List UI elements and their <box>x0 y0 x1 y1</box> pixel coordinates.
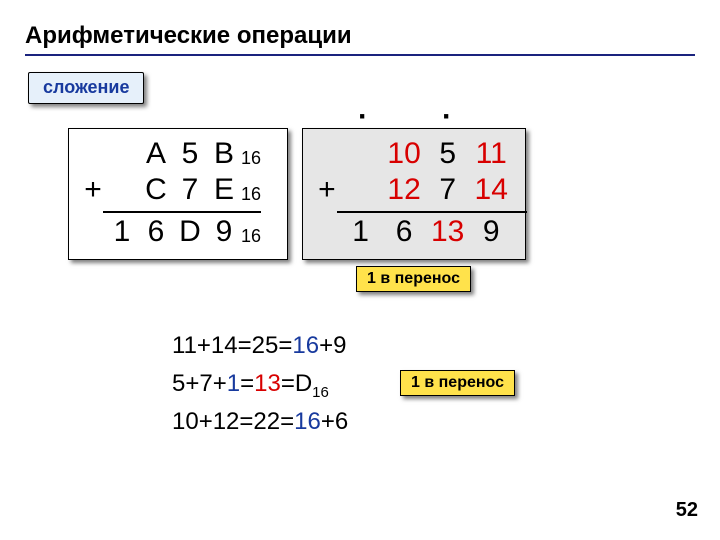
d1: 1 <box>339 215 383 249</box>
d4: B <box>207 137 241 171</box>
d4: 9 <box>469 215 513 249</box>
d2: C <box>139 173 173 207</box>
title-underline <box>25 54 695 56</box>
row-addend2: + 12 7 14 <box>315 173 513 209</box>
d2: A <box>139 137 173 171</box>
chip-addition: сложение <box>28 72 144 104</box>
callout-carry: 1 в перенос <box>400 370 515 396</box>
base: 16 <box>241 226 263 251</box>
carry-dot: · <box>358 100 368 134</box>
page-title: Арифметические операции <box>25 22 352 50</box>
base: 16 <box>241 184 263 209</box>
explain-line: 5+7+1=13=D16 <box>172 370 329 401</box>
row-addend1: A 5 B 16 <box>81 137 275 173</box>
d2: 6 <box>382 215 426 249</box>
d4: E <box>207 173 241 207</box>
row-addend1: 10 5 11 <box>315 137 513 173</box>
panel-hex: A 5 B 16 + C 7 E 16 1 6 D 9 16 <box>68 128 288 260</box>
d3: 5 <box>426 137 470 171</box>
callout-carry: 1 в перенос <box>356 266 471 292</box>
page-number: 52 <box>676 499 698 522</box>
sum-rule <box>103 211 261 213</box>
d4: 11 <box>469 137 513 171</box>
d1: 1 <box>105 215 139 249</box>
d4: 14 <box>469 173 513 207</box>
explain-line: 10+12=22=16+6 <box>172 408 348 436</box>
d2: 6 <box>139 215 173 249</box>
d2: 12 <box>382 173 426 207</box>
row-result: 1 6 D 9 16 <box>81 215 275 251</box>
op: + <box>81 173 105 207</box>
d3: D <box>173 215 207 249</box>
carry-dot: · <box>442 100 452 134</box>
explain-line: 11+14=25=16+9 <box>172 332 346 360</box>
d3: 7 <box>173 173 207 207</box>
d3: 13 <box>426 215 470 249</box>
op: + <box>315 173 339 207</box>
d2: 10 <box>382 137 426 171</box>
base: 16 <box>241 148 263 173</box>
d3: 5 <box>173 137 207 171</box>
row-result: 1 6 13 9 <box>315 215 513 251</box>
d3: 7 <box>426 173 470 207</box>
panel-dec: 10 5 11 + 12 7 14 1 6 13 9 <box>302 128 526 260</box>
sum-rule <box>337 211 527 213</box>
row-addend2: + C 7 E 16 <box>81 173 275 209</box>
d4: 9 <box>207 215 241 249</box>
